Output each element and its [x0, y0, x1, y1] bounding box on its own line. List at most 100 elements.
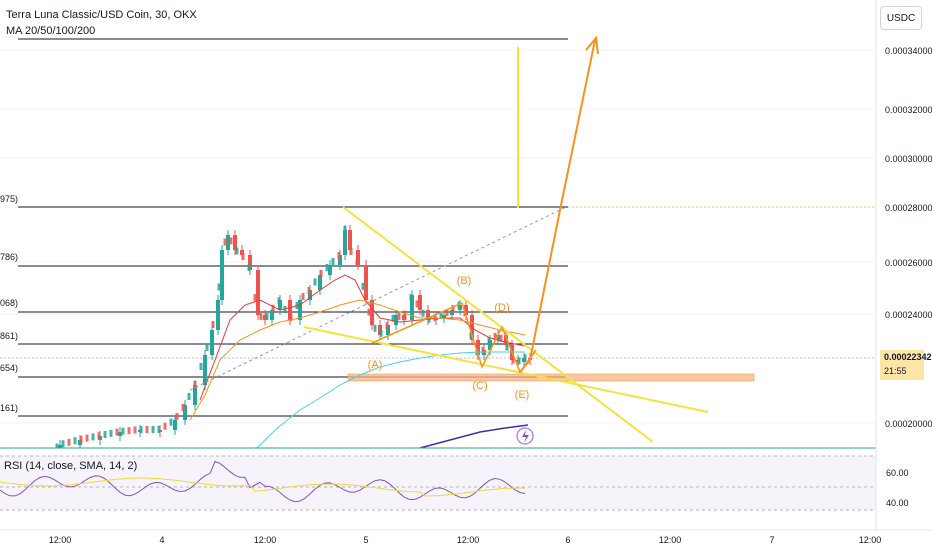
candle-body — [343, 226, 347, 233]
wave-label: (A) — [368, 359, 383, 371]
candle-body — [270, 310, 274, 320]
candle-body — [496, 335, 500, 340]
rsi-tick-label: 60.00 — [886, 468, 909, 478]
x-tick-label: 5 — [363, 535, 368, 545]
candle-body — [109, 429, 113, 437]
ma200-line — [419, 424, 529, 449]
candle-body — [193, 381, 197, 388]
candle-body — [277, 297, 281, 305]
candle-body — [488, 340, 492, 350]
candle-body — [278, 300, 282, 310]
candle-body — [301, 293, 305, 300]
triangle-lower-line — [303, 326, 709, 413]
dashed-trendline — [189, 206, 567, 391]
candle-body — [487, 337, 491, 345]
candle-body — [145, 426, 149, 433]
candle-body — [253, 294, 257, 302]
x-tick-label: 7 — [769, 535, 774, 545]
candle-body — [409, 294, 413, 302]
candle-body — [157, 426, 161, 433]
candle-body — [283, 306, 287, 313]
candle-body — [418, 295, 422, 310]
candle-body — [235, 247, 239, 255]
candle-countdown: 21:55 — [884, 366, 907, 376]
candle-body — [223, 238, 227, 246]
candle-body — [229, 237, 233, 245]
candle-body — [451, 305, 455, 313]
candle-body — [205, 343, 209, 351]
x-tick-label: 6 — [565, 535, 570, 545]
rsi-ma-line — [0, 477, 526, 497]
candle-body — [121, 427, 125, 435]
candle-body — [517, 357, 521, 365]
candle-body — [426, 310, 430, 320]
candle-body — [469, 331, 473, 339]
candle-body — [61, 440, 65, 448]
x-tick-label: 12:00 — [457, 535, 480, 545]
y-tick-label: 0.00028000 — [885, 203, 932, 213]
candle-body — [103, 431, 107, 438]
candle-body — [442, 315, 446, 318]
candle-body — [127, 427, 131, 435]
candle-body — [445, 309, 449, 317]
fib-level-label: 161) — [0, 403, 18, 413]
last-price-tag: 0.00022342 21:55 — [880, 350, 932, 380]
candle-body — [386, 325, 390, 335]
candle-body — [318, 275, 322, 290]
candle-body — [247, 264, 251, 272]
candle-body — [476, 340, 480, 355]
candle-body — [397, 312, 401, 320]
candle-body — [169, 418, 173, 426]
candle-body — [163, 422, 167, 430]
candle-body — [313, 278, 317, 286]
fib-level-label: 975) — [0, 194, 18, 204]
candle-body — [319, 270, 323, 277]
projection-arrowhead — [585, 35, 599, 55]
candle-body — [415, 300, 419, 308]
candle-body — [391, 314, 395, 322]
candle-body — [210, 330, 214, 355]
candle-body — [175, 413, 179, 420]
rsi-label: RSI (14, close, SMA, 14, 2) — [4, 460, 138, 472]
y-tick-label: 0.00034000 — [885, 46, 932, 56]
candle-body — [73, 437, 77, 445]
candle-body — [505, 343, 509, 351]
candle-body — [271, 304, 275, 312]
candle-body — [91, 433, 95, 441]
projection-arrow-line — [519, 39, 596, 373]
ma20-line — [199, 274, 526, 401]
wave-label: (B) — [457, 275, 472, 287]
candle-body — [499, 334, 503, 342]
candle-body — [298, 300, 302, 320]
candle-body — [233, 235, 237, 250]
candle-body — [97, 432, 101, 440]
chart-title: Terra Luna Classic/USD Coin, 30, OKX — [6, 9, 197, 21]
candle-body — [133, 426, 137, 434]
candle-body — [118, 432, 122, 436]
candle-body — [151, 426, 155, 433]
wave-label: (E) — [515, 389, 530, 401]
candle-body — [265, 313, 269, 321]
candle-body — [183, 405, 187, 420]
candle-body — [289, 314, 293, 321]
y-tick-label: 0.00024000 — [885, 310, 932, 320]
candle-body — [367, 308, 371, 316]
candle-body — [263, 315, 267, 320]
fib-level-label: 654) — [0, 363, 18, 373]
candle-body — [394, 315, 398, 325]
candle-body — [450, 310, 454, 315]
candle-body — [85, 434, 89, 442]
currency-button[interactable]: USDC — [880, 6, 922, 30]
candle-body — [187, 393, 191, 400]
x-tick-label: 12:00 — [859, 535, 882, 545]
grid — [0, 49, 876, 424]
triangle-upper-line — [342, 206, 654, 443]
candle-body — [199, 363, 203, 370]
candle-body — [356, 250, 360, 265]
candle-body — [523, 354, 527, 362]
ma100-line — [254, 351, 525, 451]
candle-body — [343, 230, 347, 255]
candle-body — [115, 428, 119, 436]
candle-body — [203, 355, 207, 385]
